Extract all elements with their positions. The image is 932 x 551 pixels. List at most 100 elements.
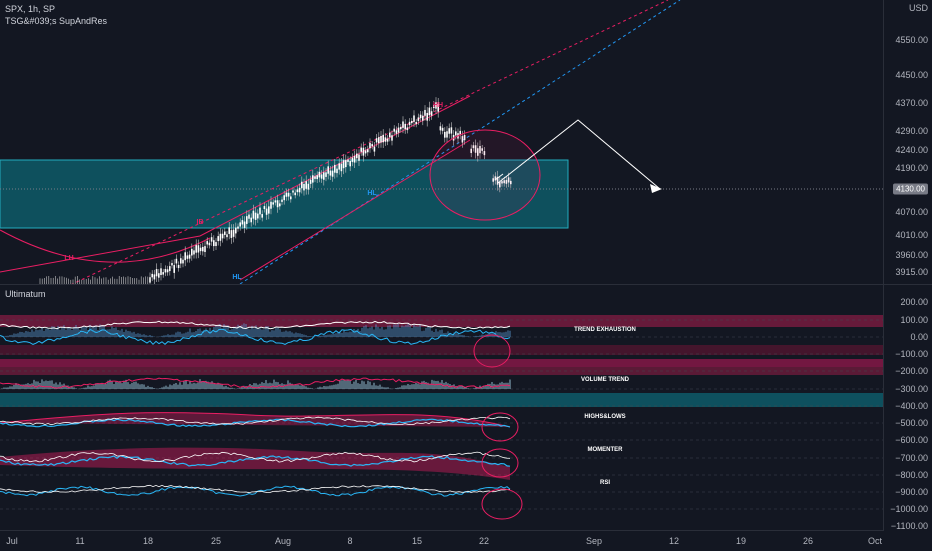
price-tick: 4240.00 [895, 145, 928, 155]
candle-body [215, 242, 217, 247]
candle-body [503, 180, 505, 184]
section-label-volume-trend: VOLUME TREND [581, 377, 629, 383]
candle-body [206, 241, 208, 245]
candle-body [402, 121, 404, 128]
time-tick: Oct [867, 536, 883, 546]
candle-body [272, 202, 274, 205]
candle-body [391, 135, 393, 141]
candle-body [263, 206, 266, 210]
candle-body [164, 269, 167, 273]
candle-body [175, 258, 178, 264]
price-tick: 4290.00 [895, 126, 928, 136]
indicator-title[interactable]: Ultimatum [5, 289, 46, 299]
candle-body [237, 226, 239, 229]
price-chart-canvas[interactable] [0, 0, 884, 284]
indicator-tick: −900.00 [895, 487, 928, 497]
price-tick: 3915.00 [895, 267, 928, 277]
arc-pattern-left [0, 229, 211, 263]
candle-body [380, 136, 382, 143]
indicator-tick: −1000.00 [890, 504, 928, 514]
indicator-legend[interactable]: TSG&#039;s SupAndRes [5, 16, 108, 26]
candle-body [331, 170, 334, 177]
candle-body [455, 131, 457, 136]
momenter-fill [0, 447, 510, 480]
time-tick: 22 [478, 536, 490, 546]
candle-body [307, 183, 310, 190]
candle-body [217, 236, 219, 242]
candle-body [296, 189, 299, 193]
projection-arrow-head [650, 184, 662, 193]
pane-separator[interactable] [0, 284, 932, 285]
price-tick: 3960.00 [895, 250, 928, 260]
candle-body [435, 102, 437, 109]
candle-body [450, 127, 453, 134]
time-tick: 15 [411, 536, 423, 546]
candle-body [470, 148, 472, 154]
candle-body [320, 174, 323, 179]
price-axis[interactable]: USD 4550.00 4450.00 4370.00 4290.00 4240… [883, 0, 932, 284]
candle-body [413, 115, 415, 122]
candle-body [318, 171, 321, 178]
candle-body [305, 181, 307, 189]
candle-body [314, 176, 316, 179]
time-tick: 8 [347, 536, 353, 546]
candle-body [417, 117, 420, 122]
candle-body [153, 274, 156, 280]
candle-body [433, 104, 435, 109]
momenter-line-white [0, 451, 511, 463]
candle-body [459, 130, 461, 136]
price-tick: 4550.00 [895, 35, 928, 45]
candle-body [188, 254, 191, 259]
symbol-legend[interactable]: SPX, 1h, SP [5, 4, 56, 14]
candle-body [228, 227, 230, 234]
candle-body [294, 192, 296, 196]
price-tick: 4190.00 [895, 163, 928, 173]
candle-body [411, 120, 413, 124]
volume-band-mid [0, 367, 884, 375]
candle-body [477, 148, 479, 156]
indicator-tick: −400.00 [895, 401, 928, 411]
section-label-rsi: RSI [599, 480, 611, 486]
highlight-circle-rsi [481, 488, 523, 520]
time-tick: Sep [585, 536, 603, 546]
candle-body [441, 127, 444, 131]
indicator-tick: −700.00 [895, 453, 928, 463]
candle-body [496, 176, 499, 185]
candle-body [177, 264, 180, 269]
candle-body [180, 258, 182, 264]
candle-body [186, 255, 189, 259]
candle-body [199, 247, 202, 252]
candle-body [287, 192, 290, 197]
indicator-pane[interactable]: Ultimatum TREND EXHAUSTION VOLUME TREND … [0, 285, 884, 530]
candle-body [356, 153, 358, 159]
candle-body [224, 231, 226, 235]
price-chart-pane[interactable]: SPX, 1h, SP TSG&#039;s SupAndRes HH LH I… [0, 0, 884, 284]
candle-body [160, 268, 162, 276]
candle-body [415, 122, 417, 125]
candle-body [404, 123, 406, 130]
volume-band-top [0, 359, 884, 367]
time-axis[interactable]: Jul 11 18 25 Aug 8 15 22 Sep 12 19 26 Oc… [0, 530, 884, 551]
candle-body [389, 132, 391, 138]
candle-body [342, 160, 345, 169]
candle-body [362, 147, 365, 156]
candle-body [184, 252, 186, 261]
candle-body [301, 181, 303, 189]
indicator-axis[interactable]: 200.00 100.00 0.00 −100.00 −200.00 −300.… [883, 285, 932, 531]
candle-body [230, 230, 233, 238]
candle-body [501, 181, 503, 184]
price-tick: 4450.00 [895, 70, 928, 80]
candle-body [158, 273, 160, 278]
indicator-canvas[interactable] [0, 285, 884, 530]
candle-body [408, 121, 411, 126]
rsi-line-blue [0, 485, 511, 497]
candle-body [195, 245, 197, 253]
candle-body [422, 115, 424, 121]
candle-body [426, 112, 428, 121]
candle-body [505, 179, 508, 184]
candle-body [474, 145, 477, 153]
highlight-circle-highs-lows [481, 412, 519, 442]
candle-body [290, 196, 292, 200]
candle-body [369, 143, 371, 149]
section-label-highs-lows: HIGHS&LOWS [584, 414, 626, 420]
